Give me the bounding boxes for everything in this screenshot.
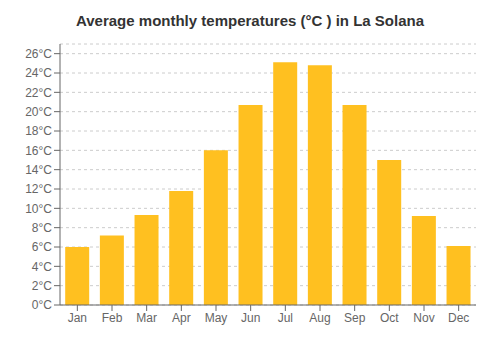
svg-text:14°C: 14°C (25, 163, 52, 177)
svg-text:Mar: Mar (136, 311, 157, 325)
svg-text:2°C: 2°C (32, 279, 52, 293)
svg-text:May: May (205, 311, 228, 325)
svg-text:Aug: Aug (309, 311, 330, 325)
svg-text:Jul: Jul (278, 311, 293, 325)
svg-text:4°C: 4°C (32, 260, 52, 274)
svg-text:20°C: 20°C (25, 105, 52, 119)
svg-text:10°C: 10°C (25, 202, 52, 216)
svg-text:Dec: Dec (448, 311, 469, 325)
svg-text:8°C: 8°C (32, 221, 52, 235)
svg-text:Feb: Feb (102, 311, 123, 325)
svg-text:Oct: Oct (380, 311, 399, 325)
svg-text:0°C: 0°C (32, 298, 52, 312)
svg-text:16°C: 16°C (25, 144, 52, 158)
svg-text:Sep: Sep (344, 311, 366, 325)
html-text:Average monthly temperatures (: Average monthly temperatures (°C ) in La… (76, 12, 424, 29)
svg-text:26°C: 26°C (25, 47, 52, 61)
svg-text:Nov: Nov (413, 311, 434, 325)
svg-text:6°C: 6°C (32, 240, 52, 254)
svg-text:18°C: 18°C (25, 124, 52, 138)
svg-text:12°C: 12°C (25, 182, 52, 196)
svg-text:22°C: 22°C (25, 86, 52, 100)
svg-text:Jun: Jun (241, 311, 260, 325)
svg-text:Apr: Apr (172, 311, 191, 325)
svg-text:Jan: Jan (68, 311, 87, 325)
svg-text:24°C: 24°C (25, 66, 52, 80)
